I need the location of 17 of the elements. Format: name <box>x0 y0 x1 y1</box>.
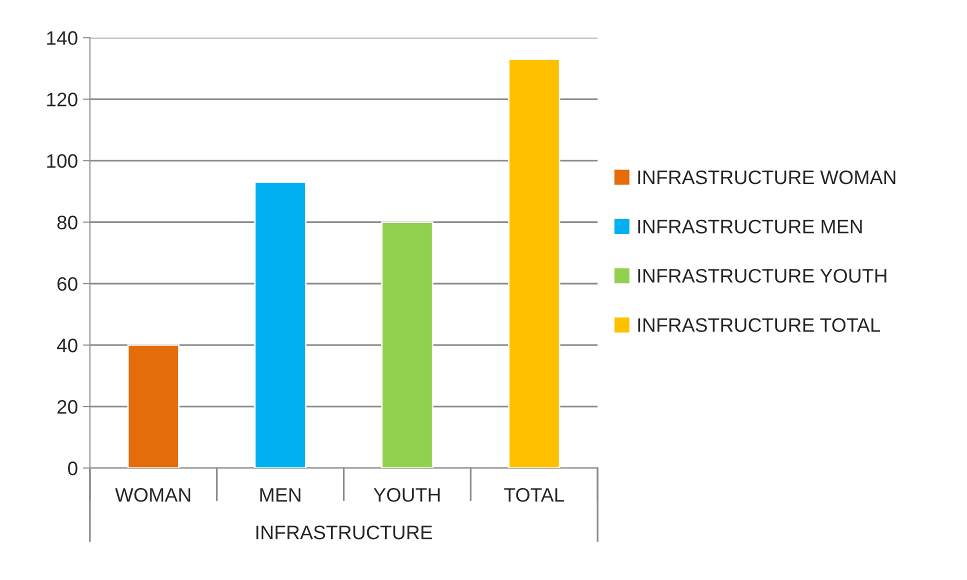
y-tick-label: 100 <box>47 154 78 168</box>
y-tick-label: 80 <box>57 216 78 230</box>
x-tick-label: MEN <box>260 488 300 502</box>
legend-label: INFRASTRUCTURE WOMAN <box>638 170 896 184</box>
y-tick-label: 140 <box>47 31 78 45</box>
x-axis-title: INFRASTRUCTURE <box>256 526 432 540</box>
y-tick-label: 60 <box>57 277 78 291</box>
y-tick-label: 120 <box>47 92 78 106</box>
y-tick-label: 40 <box>56 338 78 352</box>
y-tick-label: 20 <box>57 400 78 414</box>
legend-label: INFRASTRUCTURE TOTAL <box>638 318 880 332</box>
legend-label: INFRASTRUCTURE MEN <box>638 220 862 234</box>
y-tick-label: 0 <box>68 462 78 476</box>
x-tick-label: WOMAN <box>115 488 190 502</box>
legend-label: INFRASTRUCTURE YOUTH <box>638 268 886 283</box>
x-tick-label: YOUTH <box>374 488 440 502</box>
x-tick-label: TOTAL <box>504 488 564 502</box>
